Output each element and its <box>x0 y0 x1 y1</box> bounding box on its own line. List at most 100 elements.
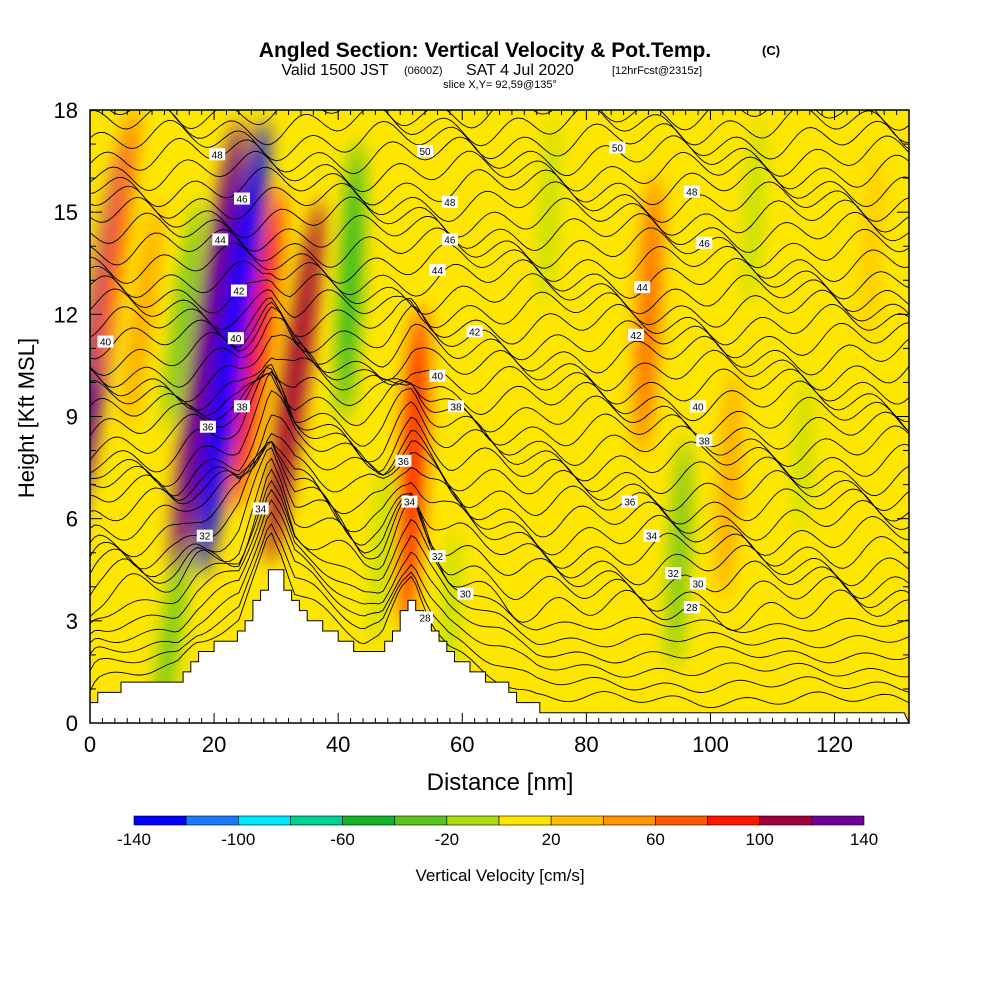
contour-label-text: 32 <box>668 569 680 580</box>
contour-label-0: 48 <box>209 148 226 161</box>
contour-label-5: 40 <box>97 335 114 349</box>
colorbar-tick-label: -20 <box>435 830 460 849</box>
contour-label-13: 44 <box>429 264 446 277</box>
contour-label-29: 36 <box>621 495 638 509</box>
isentrope-20 <box>90 357 909 422</box>
contour-label-bg <box>690 577 707 590</box>
contour-label-bg <box>209 148 226 161</box>
contour-label-15: 40 <box>429 369 446 383</box>
isentrope-38 <box>90 110 909 147</box>
contour-label-text: 38 <box>236 402 248 413</box>
contour-label-32: 30 <box>690 577 707 590</box>
isentrope-8 <box>90 447 909 601</box>
contour-label-4: 40 <box>227 332 244 345</box>
velocity-cell-14 <box>636 175 661 453</box>
colorbar-label: Vertical Velocity [cm/s] <box>415 866 584 885</box>
colorbar-bin-4 <box>342 815 396 826</box>
contour-label-text: 32 <box>432 552 444 563</box>
contour-label-25: 44 <box>634 281 651 294</box>
contour-label-text: 50 <box>612 143 624 154</box>
velocity-cell-7 <box>232 188 283 509</box>
contour-label-bg <box>401 495 418 508</box>
isentrope-26 <box>90 288 909 330</box>
isentrope-11 <box>90 440 909 556</box>
velocity-cell-16 <box>719 369 739 601</box>
colorbar-tick-label: -140 <box>117 830 151 849</box>
colorbar-bin-9 <box>602 815 656 826</box>
contour-label-bg <box>234 192 251 205</box>
colorbar-tick-label: 20 <box>542 830 561 849</box>
contour-label-text: 32 <box>199 532 211 543</box>
contour-label-bg <box>212 233 229 246</box>
colorbar-bin-1 <box>185 815 239 826</box>
contour-label-22: 50 <box>609 141 626 154</box>
contour-label-bg <box>429 550 446 563</box>
potential-temperature-contours <box>90 110 909 709</box>
chart-title: Angled Section: Vertical Velocity & Pot.… <box>259 39 711 62</box>
y-tick-label: 3 <box>66 609 78 634</box>
contour-label-12: 46 <box>441 233 458 246</box>
terrain-profile <box>89 569 910 724</box>
contour-label-text: 36 <box>398 457 410 468</box>
isentrope-27 <box>90 273 909 315</box>
contour-label-16: 38 <box>448 400 465 413</box>
contour-label-bg <box>696 434 713 447</box>
contour-label-text: 46 <box>236 195 248 206</box>
contour-label-bg <box>621 495 638 508</box>
contour-label-text: 42 <box>469 327 481 338</box>
isentrope-25 <box>90 297 909 346</box>
isentrope-10 <box>90 440 909 569</box>
contour-label-text: 34 <box>404 498 416 509</box>
isentrope-32 <box>90 196 909 239</box>
x-tick-label: 40 <box>326 732 350 757</box>
contour-label-text: 48 <box>444 198 456 209</box>
contour-label-19: 32 <box>429 550 446 563</box>
velocity-cell-1 <box>93 110 137 384</box>
contour-label-bg <box>643 529 660 542</box>
contour-label-text: 40 <box>432 372 444 383</box>
velocity-cell-4 <box>165 199 201 429</box>
x-tick-label: 80 <box>574 732 598 757</box>
colorbar-bin-2 <box>237 815 291 826</box>
colorbar: -140 -100 -60 -20 20 60 100 140 <box>117 815 878 849</box>
contour-label-26: 42 <box>628 328 644 342</box>
y-tick-label: 15 <box>54 200 78 225</box>
contour-label-bg <box>395 454 412 467</box>
colorbar-tick-label: 60 <box>646 830 665 849</box>
contour-label-bg <box>665 567 682 580</box>
colorbar-tick-label: -100 <box>221 830 255 849</box>
velocity-cell-17 <box>745 119 762 305</box>
contour-label-bg <box>429 369 446 382</box>
contour-label-text: 30 <box>692 579 704 590</box>
contour-label-bg <box>628 328 644 341</box>
isentrope-22 <box>90 317 909 392</box>
contour-label-bg <box>634 281 651 294</box>
isentrope-15 <box>90 370 909 496</box>
contour-label-8: 32 <box>196 529 213 543</box>
contour-label-bg <box>417 144 434 157</box>
velocity-cell-6 <box>197 120 268 577</box>
contour-label-11: 48 <box>441 195 458 209</box>
y-tick-label: 18 <box>54 98 78 123</box>
y-tick-label: 0 <box>66 711 78 736</box>
chart-title-mark: (C) <box>762 43 780 58</box>
contour-label-9: 34 <box>252 502 269 515</box>
contour-label-text: 50 <box>419 147 431 158</box>
isentrope-1 <box>90 523 909 693</box>
contour-label-bg <box>429 264 446 277</box>
contour-label-text: 42 <box>630 331 642 342</box>
contour-label-bg <box>252 502 269 515</box>
contour-labels: 48 46 44 42 40 40 38 36 32 34 50 48 46 44 42 40 38 36 34 32… <box>97 141 713 624</box>
contour-label-30: 34 <box>643 529 660 543</box>
isentrope-21 <box>90 334 909 405</box>
colorbar-bin-13 <box>811 815 865 826</box>
isentrope-28 <box>90 257 909 300</box>
contour-label-31: 32 <box>665 567 682 580</box>
contour-label-bg <box>683 185 700 198</box>
contour-label-bg <box>196 529 213 542</box>
contour-label-bg <box>97 335 114 348</box>
contour-label-27: 40 <box>690 400 707 413</box>
colorbar-tick-label: -60 <box>330 830 355 849</box>
contour-label-23: 48 <box>683 185 700 199</box>
